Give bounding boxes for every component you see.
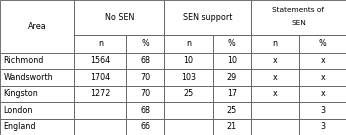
- Text: Richmond: Richmond: [3, 56, 44, 65]
- Text: x: x: [320, 73, 325, 82]
- Bar: [74, 69, 126, 86]
- Bar: [126, 35, 164, 53]
- Bar: [251, 119, 299, 135]
- Bar: [164, 0, 251, 35]
- Bar: [164, 69, 213, 86]
- Text: 10: 10: [184, 56, 193, 65]
- Text: SEN: SEN: [291, 20, 306, 26]
- Bar: [213, 69, 251, 86]
- Bar: [299, 86, 346, 102]
- Bar: [0, 86, 74, 102]
- Bar: [164, 86, 213, 102]
- Bar: [251, 86, 299, 102]
- Text: x: x: [320, 89, 325, 98]
- Text: Kingston: Kingston: [3, 89, 38, 98]
- Bar: [299, 69, 346, 86]
- Bar: [74, 53, 126, 69]
- Text: England: England: [3, 122, 36, 131]
- Bar: [0, 0, 74, 53]
- Bar: [299, 119, 346, 135]
- Bar: [0, 69, 74, 86]
- Text: 21: 21: [227, 122, 237, 131]
- Bar: [251, 69, 299, 86]
- Bar: [126, 53, 164, 69]
- Text: Statements of: Statements of: [272, 7, 325, 13]
- Bar: [164, 102, 213, 119]
- Text: 3: 3: [320, 106, 325, 115]
- Text: 1704: 1704: [90, 73, 110, 82]
- Bar: [126, 86, 164, 102]
- Bar: [213, 35, 251, 53]
- Text: 68: 68: [140, 106, 150, 115]
- Bar: [213, 53, 251, 69]
- Text: 1564: 1564: [90, 56, 110, 65]
- Text: 1272: 1272: [90, 89, 110, 98]
- Bar: [299, 35, 346, 53]
- Text: SEN support: SEN support: [183, 13, 232, 22]
- Bar: [0, 53, 74, 69]
- Bar: [299, 102, 346, 119]
- Text: London: London: [3, 106, 33, 115]
- Bar: [126, 102, 164, 119]
- Text: %: %: [319, 39, 327, 48]
- Bar: [164, 35, 213, 53]
- Text: 68: 68: [140, 56, 150, 65]
- Bar: [299, 53, 346, 69]
- Text: 25: 25: [227, 106, 237, 115]
- Text: Area: Area: [28, 22, 47, 31]
- Text: Wandsworth: Wandsworth: [3, 73, 53, 82]
- Text: %: %: [142, 39, 149, 48]
- Bar: [164, 53, 213, 69]
- Text: 103: 103: [181, 73, 196, 82]
- Text: x: x: [320, 56, 325, 65]
- Text: x: x: [273, 73, 277, 82]
- Text: 17: 17: [227, 89, 237, 98]
- Text: 10: 10: [227, 56, 237, 65]
- Bar: [126, 119, 164, 135]
- Text: 66: 66: [140, 122, 150, 131]
- Bar: [74, 102, 126, 119]
- Bar: [251, 102, 299, 119]
- Text: n: n: [186, 39, 191, 48]
- Bar: [164, 119, 213, 135]
- Bar: [251, 35, 299, 53]
- Text: 70: 70: [140, 73, 151, 82]
- Bar: [213, 86, 251, 102]
- Bar: [74, 0, 164, 35]
- Text: n: n: [98, 39, 103, 48]
- Text: 3: 3: [320, 122, 325, 131]
- Bar: [74, 86, 126, 102]
- Text: %: %: [228, 39, 236, 48]
- Bar: [251, 0, 346, 35]
- Bar: [0, 102, 74, 119]
- Bar: [213, 119, 251, 135]
- Bar: [0, 119, 74, 135]
- Text: 29: 29: [227, 73, 237, 82]
- Text: n: n: [273, 39, 277, 48]
- Text: 25: 25: [183, 89, 194, 98]
- Text: 70: 70: [140, 89, 151, 98]
- Bar: [213, 102, 251, 119]
- Bar: [74, 119, 126, 135]
- Text: No SEN: No SEN: [105, 13, 134, 22]
- Text: x: x: [273, 89, 277, 98]
- Text: x: x: [273, 56, 277, 65]
- Bar: [126, 69, 164, 86]
- Bar: [74, 35, 126, 53]
- Bar: [251, 53, 299, 69]
